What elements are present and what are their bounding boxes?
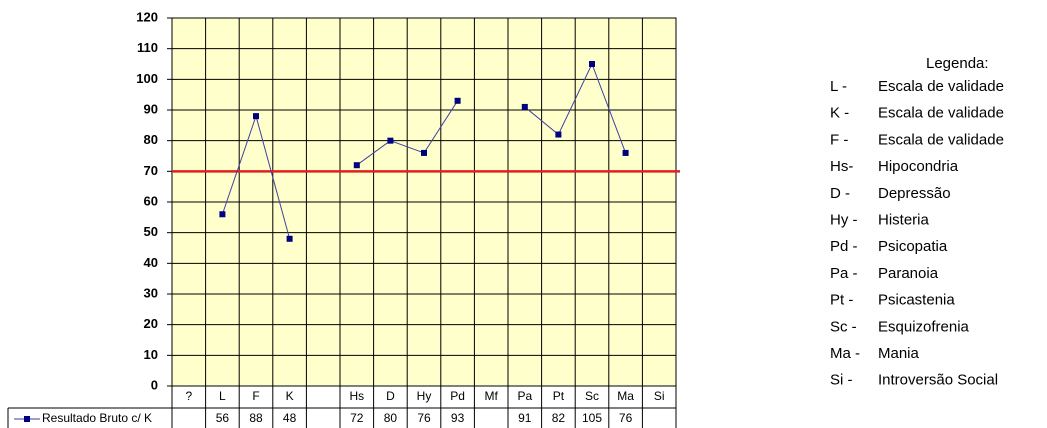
marker bbox=[421, 149, 427, 156]
legend-code: Ma - bbox=[830, 345, 860, 362]
legend-text: Mania bbox=[878, 345, 920, 362]
x-tick-label: Pd bbox=[450, 389, 465, 403]
x-tick-label: Sc bbox=[585, 389, 599, 403]
y-tick-label: 100 bbox=[136, 71, 158, 86]
marker bbox=[387, 137, 394, 144]
legend-code: K - bbox=[830, 105, 849, 122]
y-tick-label: 30 bbox=[144, 285, 158, 300]
x-tick-label: K bbox=[286, 389, 294, 403]
legend-code: D - bbox=[830, 185, 850, 202]
y-tick-label: 110 bbox=[137, 40, 158, 55]
table-value: 91 bbox=[518, 411, 532, 425]
table-value: 80 bbox=[384, 411, 398, 425]
marker bbox=[589, 61, 595, 67]
legend-marker bbox=[24, 416, 30, 422]
marker bbox=[521, 103, 528, 110]
table-value: 88 bbox=[249, 411, 263, 425]
marker bbox=[454, 97, 461, 104]
legend-text: Histeria bbox=[878, 211, 930, 228]
legend-text: Esquizofrenia bbox=[878, 318, 970, 335]
legend-code: F - bbox=[830, 131, 848, 148]
x-tick-label: Hs bbox=[349, 389, 364, 403]
legend-code: Pa - bbox=[830, 265, 858, 282]
x-tick-label: Si bbox=[654, 389, 665, 403]
table-value: 76 bbox=[619, 411, 633, 425]
marker bbox=[286, 235, 293, 242]
legend-title: Legenda: bbox=[926, 55, 989, 72]
legend-text: Psicopatia bbox=[878, 238, 948, 255]
legend-code: Sc - bbox=[830, 318, 857, 335]
marker bbox=[622, 149, 629, 156]
x-tick-label: D bbox=[386, 389, 395, 403]
x-tick-label: F bbox=[252, 389, 259, 403]
y-tick-label: 40 bbox=[144, 255, 158, 270]
x-tick-label: L bbox=[219, 389, 226, 403]
table-value: 93 bbox=[451, 411, 465, 425]
x-tick-label: Hy bbox=[417, 389, 432, 403]
table-value: 76 bbox=[417, 411, 431, 425]
x-tick-label: ? bbox=[185, 389, 192, 403]
legend-text: Depressão bbox=[878, 185, 951, 202]
marker bbox=[219, 211, 226, 218]
y-tick-label: 90 bbox=[144, 101, 158, 116]
legend-text: Paranoia bbox=[878, 265, 939, 282]
y-tick-label: 20 bbox=[144, 316, 158, 331]
legend-code: L - bbox=[830, 78, 847, 95]
legend-text: Introversão Social bbox=[878, 372, 998, 389]
legend-text: Escala de validade bbox=[878, 78, 1004, 95]
legend-code: Hy - bbox=[830, 211, 858, 228]
legend-code: Hs- bbox=[830, 158, 853, 175]
x-tick-label: Ma bbox=[617, 389, 634, 403]
x-tick-label: Pa bbox=[517, 389, 532, 403]
y-tick-label: 70 bbox=[144, 163, 158, 178]
legend-label: Resultado Bruto c/ K bbox=[42, 411, 152, 425]
table-value: 105 bbox=[582, 411, 602, 425]
y-tick-label: 10 bbox=[144, 347, 158, 362]
legend-code: Pt - bbox=[830, 292, 853, 309]
legend-code: Pd - bbox=[830, 238, 858, 255]
marker bbox=[353, 162, 360, 169]
marker bbox=[253, 113, 259, 120]
table-value: 72 bbox=[350, 411, 364, 425]
table-value: 56 bbox=[216, 411, 230, 425]
y-tick-label: 60 bbox=[144, 193, 158, 208]
legend-text: Hipocondria bbox=[878, 158, 959, 175]
table-value: 48 bbox=[283, 411, 297, 425]
legend-text: Psicastenia bbox=[878, 292, 955, 309]
legend-text: Escala de validade bbox=[878, 131, 1004, 148]
x-tick-label: Pt bbox=[553, 389, 565, 403]
y-tick-label: 120 bbox=[136, 9, 158, 24]
legend-code: Si - bbox=[830, 372, 853, 389]
legend-text: Escala de validade bbox=[878, 105, 1004, 122]
y-tick-label: 50 bbox=[144, 224, 158, 239]
y-tick-label: 80 bbox=[144, 132, 158, 147]
marker bbox=[555, 131, 562, 138]
table-value: 82 bbox=[552, 411, 566, 425]
x-tick-label: Mf bbox=[485, 389, 499, 403]
y-tick-label: 0 bbox=[151, 377, 158, 392]
